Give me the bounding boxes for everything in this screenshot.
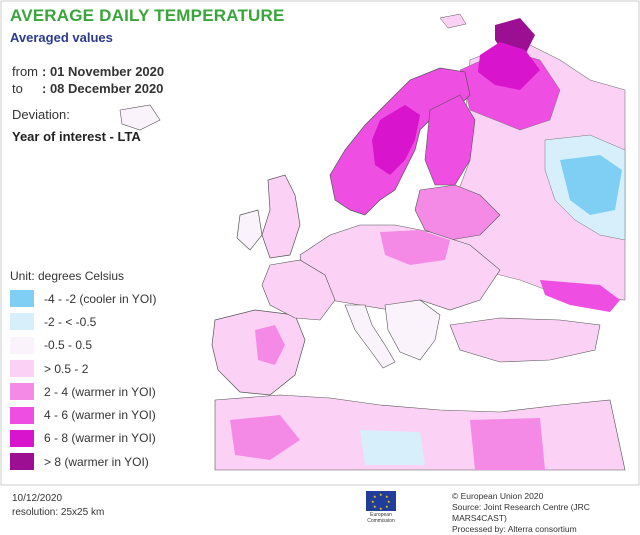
region-east-cooler	[560, 155, 622, 215]
legend-label: 2 - 4 (warmer in YOI)	[44, 384, 156, 399]
resolution-text: resolution: 25x25 km	[12, 507, 105, 518]
issue-date: 10/12/2020	[12, 493, 63, 504]
region-central-europe	[299, 224, 501, 311]
european-commission-logo: ★ ★ ★ ★ ★ ★ ★ ★ European Commission	[358, 489, 404, 525]
legend-swatch	[10, 336, 34, 354]
legend-item: -2 - < -0.5	[10, 310, 156, 333]
legend-swatch	[10, 383, 34, 401]
map-border	[0, 0, 640, 486]
date-to-label: to	[12, 81, 23, 96]
footer-right: © European Union 2020 Source: Joint Rese…	[452, 491, 640, 535]
date-from-label: from	[12, 64, 38, 79]
legend-label: > 0.5 - 2	[44, 361, 89, 376]
processed-text: Processed by: Alterra consortium	[452, 524, 577, 534]
region-uk	[261, 174, 301, 259]
eu-flag-icon: ★ ★ ★ ★ ★ ★ ★ ★	[366, 491, 396, 511]
legend-item: -4 - -2 (cooler in YOI)	[10, 287, 156, 310]
legend-swatch	[10, 429, 34, 447]
region-iberia-warm	[255, 325, 285, 365]
map-title: AVERAGE DAILY TEMPERATURE	[10, 6, 285, 25]
legend-item: > 8 (warmer in YOI)	[10, 450, 156, 473]
legend-swatch	[10, 406, 34, 424]
region-svalbard	[439, 13, 467, 29]
region-balkans	[384, 299, 441, 361]
region-libya-cool	[360, 430, 425, 465]
legend-label: -4 - -2 (cooler in YOI)	[44, 291, 157, 306]
comparison-label: Year of interest - LTA	[12, 129, 141, 144]
region-iceland	[119, 104, 161, 131]
deviation-label: Deviation:	[12, 107, 70, 122]
region-egypt	[470, 418, 545, 470]
legend-label: > 8 (warmer in YOI)	[44, 454, 149, 469]
date-range: from : 01 November 2020 to : 08 December…	[12, 63, 164, 97]
region-ireland	[236, 209, 263, 251]
date-to-value: : 08 December 2020	[42, 81, 164, 96]
region-africa-warm	[230, 415, 300, 460]
logo-text: European Commission	[367, 512, 395, 524]
legend-items: -4 - -2 (cooler in YOI) -2 - < -0.5 -0.5…	[10, 287, 156, 473]
region-arctic-warm	[478, 42, 540, 90]
legend-swatch	[10, 290, 34, 308]
legend-item: 6 - 8 (warmer in YOI)	[10, 427, 156, 450]
legend-label: -2 - < -0.5	[44, 314, 97, 329]
date-from-value: : 01 November 2020	[42, 64, 165, 79]
region-italy	[344, 304, 396, 369]
region-baltic	[414, 184, 501, 241]
legend-item: 2 - 4 (warmer in YOI)	[10, 380, 156, 403]
header: AVERAGE DAILY TEMPERATURE Averaged value…	[10, 6, 285, 45]
region-turkey	[449, 317, 601, 363]
legend-label: 4 - 6 (warmer in YOI)	[44, 408, 156, 423]
region-caucasus-warm	[540, 280, 620, 312]
date-from-row: from : 01 November 2020	[12, 63, 164, 80]
legend-swatch	[10, 360, 34, 378]
legend-item: > 0.5 - 2	[10, 357, 156, 380]
copyright-text: © European Union 2020	[452, 491, 544, 501]
legend-label: -0.5 - 0.5	[44, 338, 93, 353]
source-text: Source: Joint Research Centre (JRC MARS4…	[452, 502, 590, 523]
legend-item: 4 - 6 (warmer in YOI)	[10, 403, 156, 426]
legend-title: Unit: degrees Celsius	[10, 269, 125, 283]
legend: Unit: degrees Celsius -4 - -2 (cooler in…	[10, 269, 156, 473]
region-poland-warm	[380, 230, 450, 265]
region-france	[261, 259, 336, 321]
region-sweden-warm	[372, 105, 420, 175]
footer-left: 10/12/2020 resolution: 25x25 km	[12, 492, 104, 520]
map-subtitle: Averaged values	[10, 30, 113, 45]
legend-item: -0.5 - 0.5	[10, 334, 156, 357]
legend-swatch	[10, 313, 34, 331]
date-to-row: to : 08 December 2020	[12, 80, 164, 97]
legend-label: 6 - 8 (warmer in YOI)	[44, 431, 156, 446]
legend-swatch	[10, 453, 34, 471]
